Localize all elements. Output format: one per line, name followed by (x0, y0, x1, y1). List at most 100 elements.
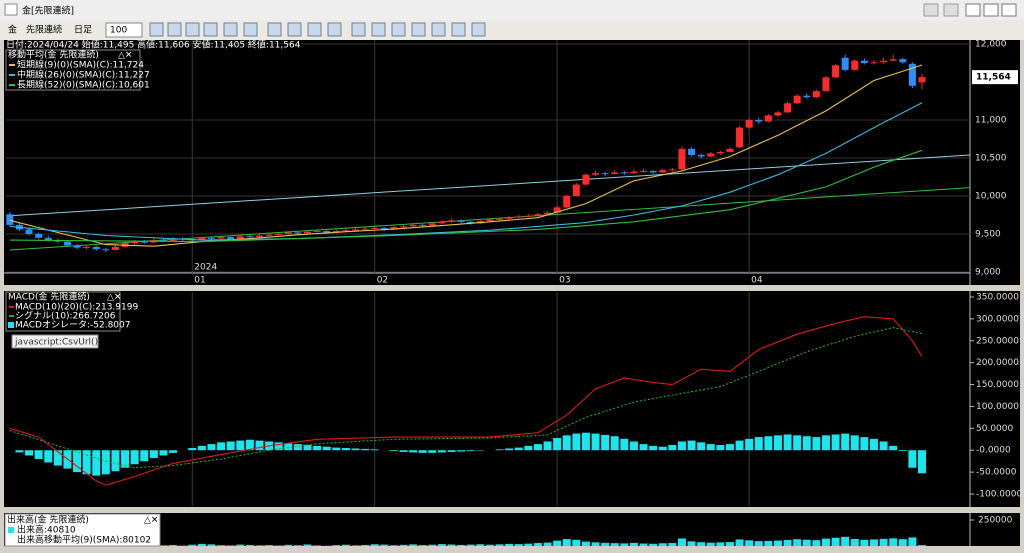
candle-body (390, 227, 398, 230)
volume-bar (591, 542, 600, 546)
volume-bar (725, 542, 734, 546)
close-button[interactable] (1001, 3, 1017, 17)
candle-body (515, 216, 523, 218)
minimize-button[interactable] (965, 3, 981, 17)
volume-bar (908, 537, 917, 546)
candle-body (784, 103, 792, 113)
tool-icon[interactable] (267, 22, 282, 37)
y-tick-label: 10,000 (975, 192, 1007, 202)
volume-bar (428, 544, 437, 546)
oscillator-bar (495, 449, 504, 451)
window-buttons (923, 3, 1017, 17)
oscillator-bar (322, 446, 331, 451)
volume-bar (831, 537, 840, 546)
volume-bar (898, 539, 907, 546)
candle-body (323, 230, 331, 233)
tool-icon[interactable] (451, 22, 466, 37)
candle-body (371, 227, 379, 229)
volume-bar (629, 542, 638, 546)
candle-body (467, 221, 475, 224)
oscillator-bar (514, 447, 523, 451)
candle-body (678, 148, 686, 170)
volume-bar (572, 539, 581, 546)
count-value[interactable]: 100 (110, 26, 127, 36)
oscillator-bar (754, 437, 763, 451)
oscillator-bar (226, 441, 235, 451)
volume-bar (783, 539, 792, 546)
candle-body (640, 170, 648, 172)
tool-icon[interactable] (203, 22, 218, 37)
candle-body (448, 220, 456, 222)
volume-bar (639, 543, 648, 546)
tool-icon[interactable] (327, 22, 342, 37)
contract-label[interactable]: 先限連続 (26, 24, 62, 36)
candle-body (716, 151, 724, 154)
tool-icon[interactable] (411, 22, 426, 37)
candle-body (63, 241, 71, 246)
tool-icon[interactable] (307, 22, 322, 37)
legend-controls[interactable]: △✕ (144, 516, 158, 526)
volume-bar (351, 545, 360, 546)
volume-bar (332, 545, 341, 546)
tool-icon[interactable] (185, 22, 200, 37)
tool-icon[interactable] (243, 22, 258, 37)
oscillator-bar (437, 450, 446, 453)
volume-bar (466, 544, 475, 546)
candle-body (428, 223, 436, 226)
oscillator-bar (361, 448, 370, 451)
candle-body (620, 172, 628, 174)
count-input[interactable] (105, 22, 143, 38)
legend-swatch (8, 322, 14, 328)
tool-icon[interactable] (431, 22, 446, 37)
volume-bar (620, 543, 629, 546)
tool-icon[interactable] (287, 22, 302, 37)
volume-bar (553, 540, 562, 546)
symbol-label[interactable]: 金 (8, 24, 17, 36)
tool-icon[interactable] (351, 22, 366, 37)
oscillator-bar (92, 450, 101, 476)
oscillator-bar (73, 450, 82, 473)
oscillator-bar (197, 445, 206, 451)
candle-body (313, 230, 321, 232)
candle-body (860, 60, 868, 63)
period-select[interactable]: 日足 (74, 25, 92, 36)
tool-icon[interactable] (391, 22, 406, 37)
y-tick-label: 9,000 (975, 268, 1001, 278)
candle-body (841, 57, 849, 70)
oscillator-bar (697, 442, 706, 451)
candle-body (380, 227, 388, 230)
oscillator-bar (418, 450, 427, 453)
tool-button[interactable] (943, 3, 959, 17)
legend-entry: シグナル(10):266.7206 (15, 310, 116, 322)
oscillator-bar (370, 449, 379, 451)
oscillator-bar (562, 435, 571, 451)
tool-icon[interactable] (167, 22, 182, 37)
tool-button[interactable] (923, 3, 939, 17)
tool-icon[interactable] (223, 22, 238, 37)
volume-bar (236, 544, 245, 546)
legend-controls[interactable]: △✕ (107, 293, 121, 303)
volume-bar (821, 538, 830, 546)
legend-entry: 短期線(9)(0)(SMA)(C):11,724 (17, 59, 144, 71)
candle-body (236, 236, 244, 240)
candle-body (284, 232, 292, 234)
volume-bar (601, 542, 610, 546)
oscillator-bar (53, 450, 62, 466)
candle-body (582, 174, 590, 185)
oscillator-bar (917, 450, 926, 474)
tool-icon[interactable] (471, 22, 486, 37)
candle-body (870, 62, 878, 64)
oscillator-bar (850, 435, 859, 451)
volume-bar (706, 542, 715, 546)
candle-body (83, 246, 91, 248)
maximize-button[interactable] (983, 3, 999, 17)
oscillator-bar (149, 450, 158, 459)
candle-body (745, 120, 753, 128)
candle-body (832, 65, 840, 78)
tool-icon[interactable] (149, 22, 164, 37)
volume-bar (188, 544, 197, 546)
tool-icon[interactable] (371, 22, 386, 37)
oscillator-bar (303, 444, 312, 451)
legend-swatch (8, 527, 14, 533)
legend-controls[interactable]: △✕ (118, 51, 132, 61)
